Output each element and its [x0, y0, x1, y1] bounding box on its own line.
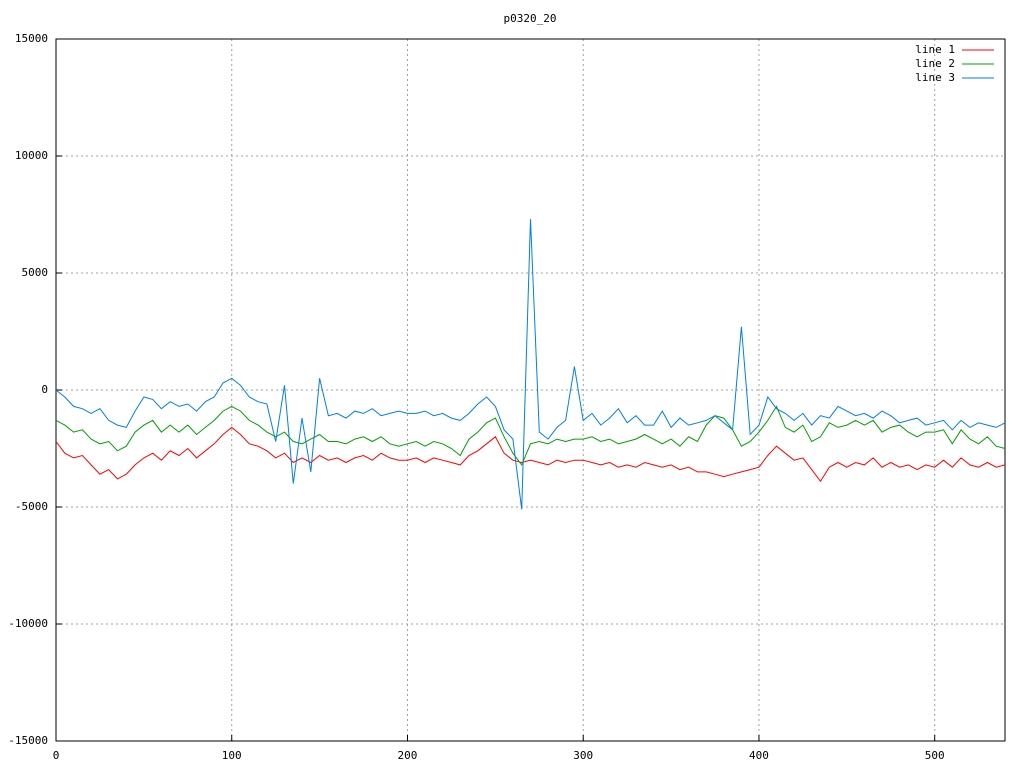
x-tick-label: 500	[925, 749, 945, 762]
y-tick-label: 10000	[15, 149, 48, 162]
x-tick-label: 0	[53, 749, 60, 762]
x-tick-label: 400	[749, 749, 769, 762]
y-tick-label: 0	[41, 383, 48, 396]
y-tick-label: 15000	[15, 32, 48, 45]
x-tick-label: 200	[398, 749, 418, 762]
y-tick-label: -10000	[8, 617, 48, 630]
series-line	[55, 219, 1006, 510]
y-tick-label: -5000	[15, 500, 48, 513]
y-tick-label: 5000	[22, 266, 49, 279]
x-tick-label: 300	[573, 749, 593, 762]
y-tick-label: -15000	[8, 734, 48, 747]
series-line	[55, 426, 1006, 483]
chart-title: p0320_20	[504, 12, 557, 25]
legend-label: line 2	[915, 57, 955, 70]
series-line	[55, 405, 1006, 466]
x-tick-label: 100	[222, 749, 242, 762]
legend-label: line 3	[915, 71, 955, 84]
legend-label: line 1	[915, 43, 955, 56]
